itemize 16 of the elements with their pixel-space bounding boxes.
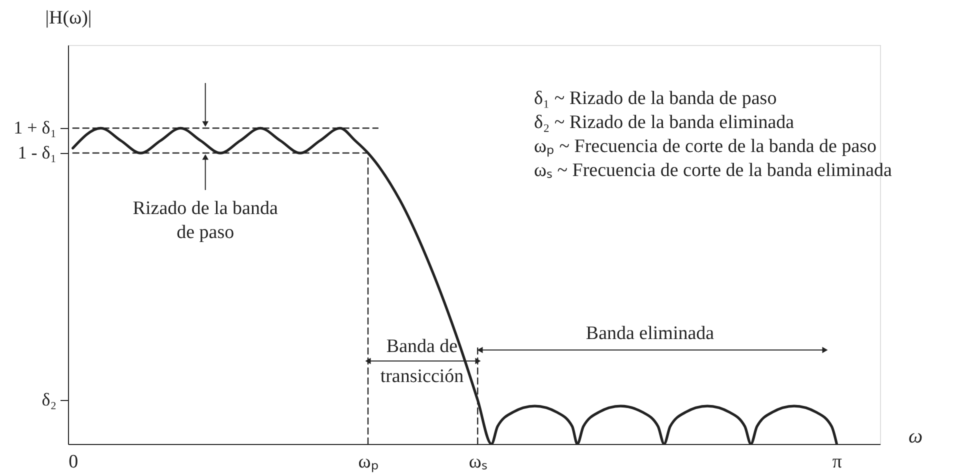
- x-axis-title: ω: [908, 426, 923, 448]
- y-tick-label: 1 + δ₁: [14, 118, 56, 138]
- annotation: Banda eliminada: [586, 323, 715, 344]
- annotation: Rizado de la banda de paso: [132, 198, 278, 244]
- annotation: ωₛ ~ Frecuencia de corte de la banda eliminada: [534, 160, 893, 181]
- x-tick-label: 0: [68, 452, 78, 472]
- y-axis-title: |H(ω)|: [45, 8, 92, 28]
- annotation: Banda de transicción: [380, 336, 464, 387]
- x-tick-label: π: [832, 452, 842, 472]
- y-tick-label: δ₂: [42, 390, 56, 410]
- x-tick-label: ωₚ: [358, 452, 379, 472]
- annotation: ωₚ ~ Frecuencia de corte de la banda de paso: [534, 136, 877, 157]
- x-tick-label: ωₛ: [468, 452, 488, 472]
- y-tick-label: 1 - δ₁: [18, 142, 56, 163]
- annotation: δ₂ ~ Rizado de la banda eliminada: [534, 112, 795, 133]
- annotation: δ₁ ~ Rizado de la banda de paso: [534, 88, 777, 109]
